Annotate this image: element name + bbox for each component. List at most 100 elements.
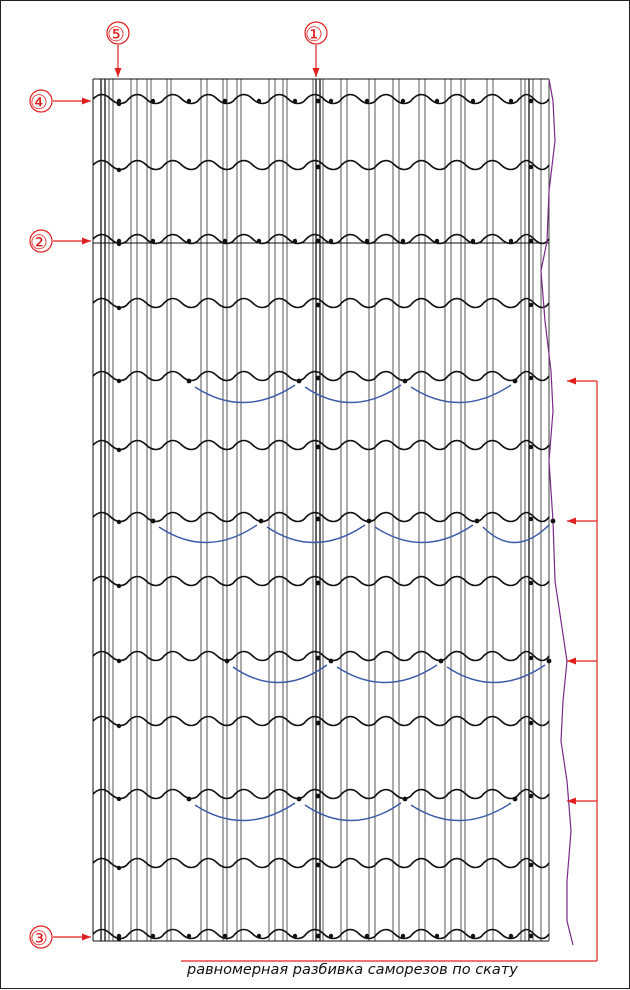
screw-point <box>470 98 476 104</box>
screw-point <box>222 933 228 939</box>
screw-point <box>116 167 122 173</box>
spacing-row-arrow-head <box>567 377 576 385</box>
screw-point <box>528 302 534 308</box>
marker-circle <box>106 21 130 45</box>
screw-spacing-arc <box>158 524 258 544</box>
screw-spacing-arc <box>232 664 328 684</box>
screw-point <box>315 375 321 381</box>
screw-point <box>402 378 408 384</box>
sheet-cut-edge-line <box>540 78 574 946</box>
tile-step-wave <box>92 233 550 245</box>
screw-point <box>366 518 372 524</box>
screw-point <box>116 447 122 453</box>
screw-point <box>296 796 302 802</box>
screw-point <box>150 98 156 104</box>
screw-point <box>116 658 122 664</box>
tile-step-wave <box>92 370 550 382</box>
tile-step-wave <box>92 575 550 587</box>
screw-spacing-arc <box>194 384 296 404</box>
screw-point <box>256 98 262 104</box>
screw-point <box>508 933 514 939</box>
screw-point <box>528 793 534 799</box>
screw-point <box>528 862 534 868</box>
screw-point <box>528 516 534 522</box>
marker-circle <box>29 89 53 113</box>
spacing-row-arrow-head <box>567 657 576 665</box>
screw-point <box>292 98 298 104</box>
screw-point <box>434 238 440 244</box>
screw-point <box>315 720 321 726</box>
screw-point <box>186 98 192 104</box>
screw-point <box>315 98 321 104</box>
screw-spacing-arc <box>410 802 512 822</box>
screw-point <box>315 580 321 586</box>
screws-layer <box>116 98 556 942</box>
screw-point <box>528 933 534 939</box>
tile-step-wave <box>92 715 550 727</box>
marker-3-label: ③ <box>30 926 48 950</box>
screw-point <box>528 720 534 726</box>
screw-spacing-arc <box>482 524 550 544</box>
caption-text: равномерная разбивка саморезов по скату <box>186 962 518 978</box>
screw-point <box>150 518 156 524</box>
tile-step-wave <box>92 439 550 451</box>
screw-point <box>315 516 321 522</box>
screw-point <box>438 658 444 664</box>
screw-point <box>328 238 334 244</box>
tile-step-wave <box>92 511 550 523</box>
screw-point <box>116 98 122 104</box>
screw-point <box>315 862 321 868</box>
screw-point <box>546 658 552 664</box>
screw-point <box>508 98 514 104</box>
screw-spacing-arc <box>266 524 366 544</box>
screw-point <box>512 796 518 802</box>
screw-point <box>116 723 122 729</box>
marker-1-label: ① <box>305 22 323 46</box>
screw-point <box>315 238 321 244</box>
marker-3-arrow-head <box>82 933 91 941</box>
screw-point <box>186 238 192 244</box>
tile-step-wave <box>92 650 550 662</box>
screw-point <box>315 302 321 308</box>
screw-spacing-arc <box>304 384 402 404</box>
screw-point <box>224 658 230 664</box>
marker-5-arrow-head <box>114 68 122 77</box>
screw-point <box>150 238 156 244</box>
screw-point <box>364 98 370 104</box>
screw-point <box>528 238 534 244</box>
screw-point <box>116 865 122 871</box>
tile-step-wave <box>92 788 550 800</box>
screw-spacing-arc <box>336 664 438 684</box>
tile-step-wave <box>92 159 550 171</box>
screw-point <box>116 933 122 939</box>
tile-step-wave <box>92 93 550 105</box>
screw-spacing-arc <box>410 384 512 404</box>
screw-spacing-arc <box>194 802 296 822</box>
screw-point <box>315 933 321 939</box>
screw-point <box>256 933 262 939</box>
screw-point <box>508 238 514 244</box>
screw-point <box>402 796 408 802</box>
screw-spacing-arcs <box>158 384 550 822</box>
metal-tile-sheet <box>92 78 574 946</box>
screw-point <box>186 796 192 802</box>
screw-point <box>116 519 122 525</box>
screw-point <box>292 238 298 244</box>
screw-point <box>186 933 192 939</box>
screw-point <box>400 98 406 104</box>
marker-circle <box>304 21 328 45</box>
marker-4-label: ④ <box>30 90 48 114</box>
screw-point <box>328 933 334 939</box>
screw-point <box>186 378 192 384</box>
tile-step-wave <box>92 857 550 869</box>
screw-point <box>328 658 334 664</box>
screw-point <box>116 305 122 311</box>
screw-point <box>528 580 534 586</box>
marker-4-arrow-head <box>82 97 91 105</box>
screw-point <box>400 933 406 939</box>
screw-point <box>116 583 122 589</box>
screw-point <box>328 98 334 104</box>
spacing-row-arrow-head <box>567 517 576 525</box>
screw-point <box>150 933 156 939</box>
